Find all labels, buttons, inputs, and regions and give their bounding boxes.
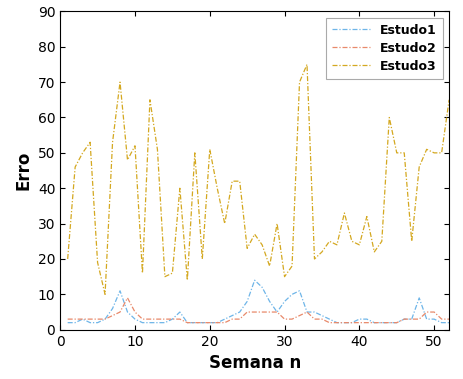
Legend: Estudo1, Estudo2, Estudo3: Estudo1, Estudo2, Estudo3 (326, 17, 443, 79)
Y-axis label: Erro: Erro (14, 151, 32, 190)
X-axis label: Semana n: Semana n (208, 354, 301, 372)
